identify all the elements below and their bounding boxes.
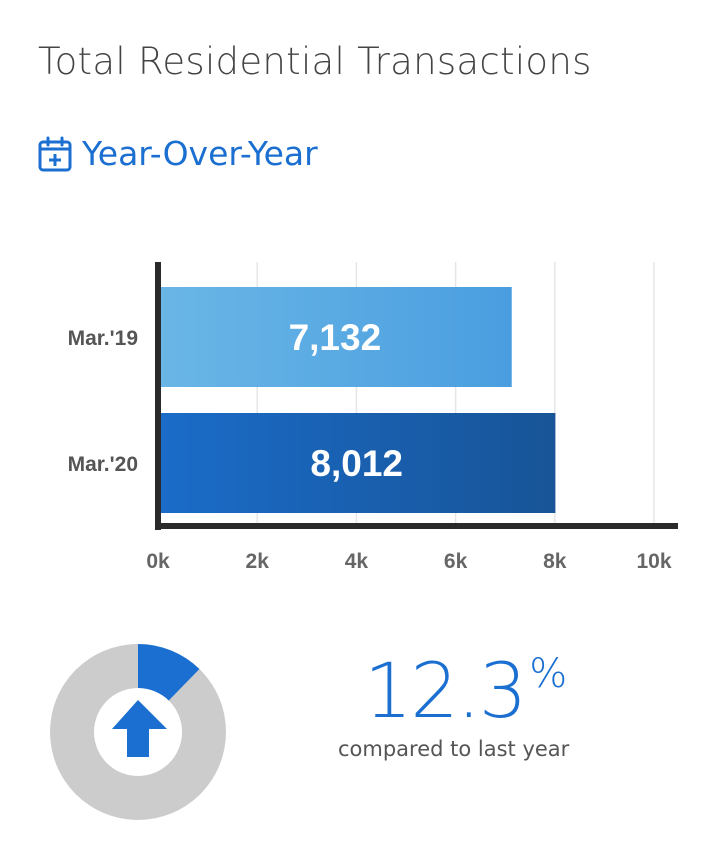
calendar-plus-icon [38,136,72,171]
x-tick-label: 10k [636,550,671,573]
chart-bars [158,287,556,513]
chart-axes [155,262,678,530]
period-label: Year-Over-Year [82,134,318,173]
bar [158,287,512,387]
arrow-up-icon [112,700,167,757]
page-title: Total Residential Transactions [38,40,592,83]
period-selector[interactable]: Year-Over-Year [38,134,318,173]
x-tick-label: 0k [146,550,170,573]
category-label: Mar.'19 [68,327,138,350]
bar-chart: 0k 2k 4k 6k 8k 10k 7,132 Mar.'19 8,012 Mar.'20 [68,262,678,573]
change-unit: % [529,651,568,697]
chart-labels: 0k 2k 4k 6k 8k 10k 7,132 Mar.'19 8,012 Mar.'20 [68,317,672,573]
change-percentage: 12.3% [364,646,567,735]
bar-value-label: 8,012 [310,443,403,484]
x-tick-label: 4k [345,550,369,573]
change-donut [50,644,226,820]
bar [158,413,556,513]
category-label: Mar.'20 [68,453,138,476]
x-tick-label: 2k [246,550,270,573]
change-caption: compared to last year [338,737,570,761]
change-value: 12.3 [364,646,527,735]
bar-value-label: 7,132 [289,317,382,358]
x-tick-label: 8k [543,550,567,573]
x-tick-label: 6k [444,550,468,573]
